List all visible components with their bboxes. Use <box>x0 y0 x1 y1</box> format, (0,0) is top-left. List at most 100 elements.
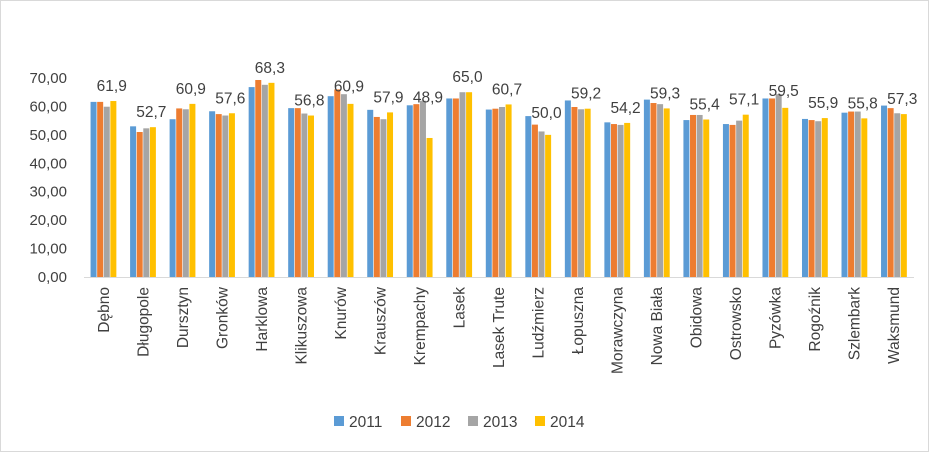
y-tick-label: 60,00 <box>29 98 67 115</box>
legend-swatch-2012 <box>401 416 411 426</box>
x-tick-label: Harklowa <box>254 287 271 352</box>
data-label: 61,9 <box>97 78 127 95</box>
bar-2014 <box>703 119 710 277</box>
bar-2011 <box>643 99 650 277</box>
bar-2014 <box>545 134 552 277</box>
x-tick-label: Krauszów <box>372 286 389 355</box>
bar-2013 <box>657 104 664 278</box>
y-tick-label: 0,00 <box>38 269 67 286</box>
data-label: 68,3 <box>255 60 285 77</box>
bar-2013 <box>380 119 387 277</box>
bar-2013 <box>143 128 150 277</box>
data-label: 54,2 <box>610 100 640 117</box>
bar-2013 <box>696 114 703 278</box>
bar-2013 <box>103 106 110 278</box>
bar-2012 <box>769 98 776 277</box>
bar-2011 <box>446 98 453 277</box>
x-tick-label: Dębno <box>96 287 113 333</box>
y-tick-label: 70,00 <box>29 70 67 87</box>
bar-2014 <box>466 92 473 278</box>
bar-2011 <box>327 96 334 277</box>
legend-label: 2011 <box>349 414 382 431</box>
bar-2013 <box>894 113 901 277</box>
x-axis: Dębno Długopole Dursztyn Gronków Harklowa Kli… <box>84 277 914 374</box>
x-tick-label: Klikuszowa <box>293 287 310 365</box>
data-label: 57,6 <box>215 90 245 107</box>
y-tick-label: 20,00 <box>29 212 67 229</box>
bar-2012 <box>452 98 459 277</box>
data-label: 57,1 <box>729 92 759 109</box>
bar-2014 <box>584 108 591 277</box>
bar-2011 <box>288 108 295 277</box>
bar-2011 <box>762 98 769 277</box>
bar-2011 <box>525 116 532 277</box>
bar-2013 <box>301 113 308 277</box>
y-tick-label: 10,00 <box>29 241 67 258</box>
bar-2013 <box>459 92 466 278</box>
legend: 2011 2012 2013 2014 <box>334 414 585 431</box>
bar-2014 <box>900 114 907 277</box>
data-label: 52,7 <box>136 104 166 121</box>
y-tick-label: 40,00 <box>29 155 67 172</box>
bar-2012 <box>215 114 222 277</box>
bar-2013 <box>499 107 505 277</box>
bar-2014 <box>228 113 235 277</box>
x-tick-label: Łopuszna <box>570 287 587 355</box>
data-label: 57,3 <box>887 91 917 108</box>
bar-2012 <box>136 132 143 277</box>
x-tick-label: Ludźmierz <box>531 287 548 359</box>
bar-2012 <box>848 111 855 277</box>
bar-2012 <box>690 114 697 278</box>
bar-2011 <box>367 109 374 277</box>
bar-2011 <box>248 87 255 277</box>
data-labels: 61,9 52,7 60,9 57,6 68,3 56,8 60,9 57,9 48,9 65,0… <box>97 60 918 122</box>
bars <box>90 79 907 278</box>
data-label: 56,8 <box>294 93 324 110</box>
bar-2014 <box>505 104 512 277</box>
data-label: 55,8 <box>848 95 878 112</box>
data-label: 55,9 <box>808 95 838 112</box>
bar-2011 <box>604 122 611 277</box>
x-tick-label: Gronków <box>214 286 231 349</box>
bar-2011 <box>801 118 808 277</box>
legend-swatch-2011 <box>334 416 344 426</box>
data-label: 60,7 <box>492 81 522 98</box>
bar-2012 <box>255 79 262 278</box>
bar-2012 <box>571 107 578 277</box>
bar-2013 <box>854 111 861 277</box>
data-label: 60,9 <box>334 78 364 95</box>
bar-2012 <box>176 108 183 277</box>
bar-2011 <box>683 120 690 277</box>
bar-2014 <box>624 122 631 277</box>
legend-label: 2013 <box>483 414 517 431</box>
bar-2014 <box>821 118 828 277</box>
bar-2013 <box>578 109 585 278</box>
data-label: 59,5 <box>769 83 799 100</box>
legend-label: 2012 <box>416 414 450 431</box>
bar-2011 <box>406 105 413 277</box>
bar-2012 <box>97 101 104 277</box>
y-tick-label: 50,00 <box>29 127 67 144</box>
data-label: 50,0 <box>531 105 562 122</box>
bar-2014 <box>307 115 314 277</box>
bar-2014 <box>189 103 196 278</box>
x-tick-label: Rogoźnik <box>807 287 824 352</box>
x-tick-label: Krempachy <box>412 287 429 366</box>
bar-2014 <box>149 127 156 278</box>
bar-2013 <box>419 100 426 278</box>
legend-swatch-2013 <box>468 416 478 426</box>
bar-2014 <box>268 82 275 277</box>
x-tick-label: Knurów <box>333 286 350 339</box>
x-tick-label: Szlembark <box>847 287 864 360</box>
bar-2012 <box>413 104 420 278</box>
bar-2011 <box>722 124 729 277</box>
x-tick-label: Pyzówka <box>768 287 785 349</box>
bar-2014 <box>782 107 789 277</box>
bar-2012 <box>887 108 894 277</box>
y-axis: 0,00 10,00 20,00 30,00 40,00 50,00 60,00 70,00 <box>29 70 67 286</box>
bar-2012 <box>650 103 657 278</box>
x-tick-label: Obidowa <box>689 287 706 349</box>
bar-2013 <box>222 115 229 277</box>
